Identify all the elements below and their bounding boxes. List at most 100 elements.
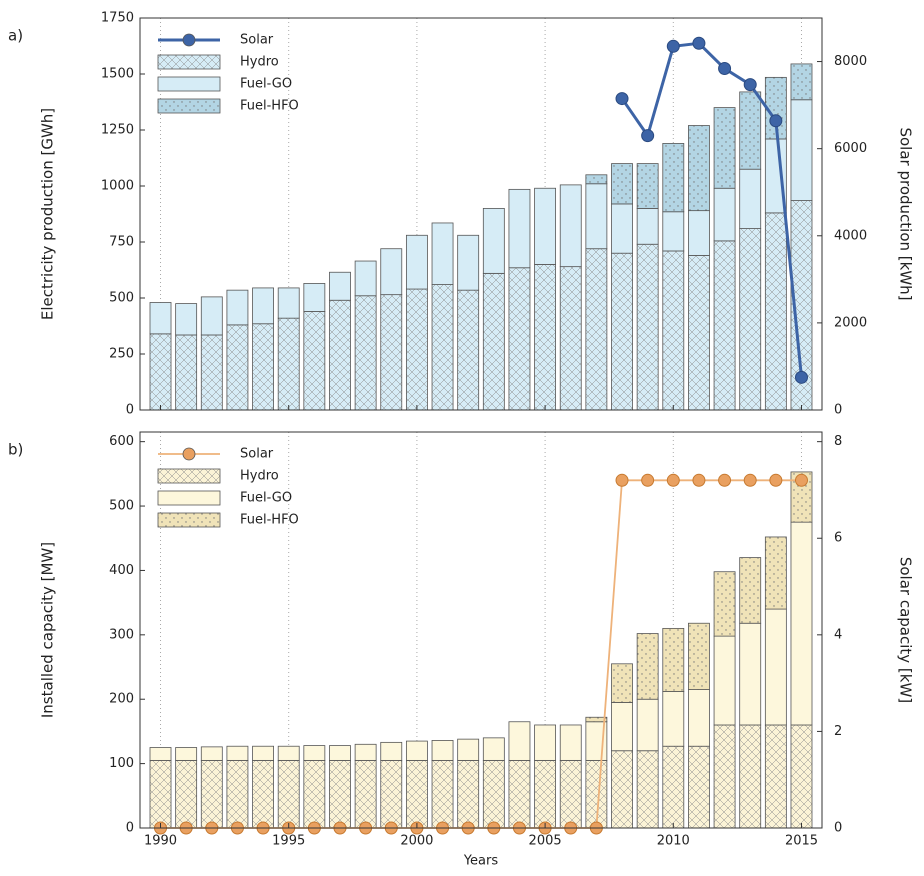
bar-segment xyxy=(739,168,762,229)
legend-swatch xyxy=(157,490,221,506)
bar-segment xyxy=(713,724,736,829)
y-axis-title: Electricity production [GWh] xyxy=(39,108,57,320)
bar-segment xyxy=(662,143,685,213)
legend-label: Fuel-GO xyxy=(240,491,292,506)
bar-segment xyxy=(790,99,813,201)
marker xyxy=(769,114,783,128)
bar-segment xyxy=(611,750,633,829)
y2-tick-label: 6000 xyxy=(834,141,867,156)
y2-tick-label: 4 xyxy=(834,627,842,642)
marker xyxy=(718,62,732,76)
y-tick-label: 100 xyxy=(109,756,134,771)
bar-segment xyxy=(252,323,274,411)
legend-label: Hydro xyxy=(240,55,279,70)
y-tick-label: 500 xyxy=(109,499,134,514)
bar-segment xyxy=(457,289,480,411)
bar-segment xyxy=(559,266,582,411)
bar-segment xyxy=(534,263,557,411)
y-tick-label: 0 xyxy=(126,821,134,836)
marker xyxy=(615,473,629,487)
bar-segment xyxy=(226,745,249,761)
bar-segment xyxy=(175,334,198,411)
bar-segment xyxy=(636,750,659,829)
marker xyxy=(641,129,655,143)
bar-segment xyxy=(585,716,608,723)
legend-marker xyxy=(182,33,196,47)
y2-tick-label: 2 xyxy=(834,724,842,739)
legend-label: Fuel-HFO xyxy=(240,99,299,114)
panel-label: b) xyxy=(8,441,23,459)
bar-segment xyxy=(380,741,403,761)
bar-segment xyxy=(688,210,710,256)
bar-segment xyxy=(739,724,762,829)
bar-segment xyxy=(226,759,249,829)
bar-segment xyxy=(636,698,659,752)
x-tick-label: 1995 xyxy=(272,834,305,849)
legend-swatch xyxy=(157,512,221,528)
bar-segment xyxy=(585,174,608,185)
legend-label: Fuel-GO xyxy=(240,77,292,92)
bar-segment xyxy=(252,759,274,829)
y-tick-label: 0 xyxy=(126,403,134,418)
line xyxy=(620,41,803,378)
bar-segment xyxy=(149,759,172,829)
marker xyxy=(692,36,706,50)
bar-segment xyxy=(329,271,351,301)
bar-segment xyxy=(508,267,531,411)
bar-segment xyxy=(354,260,377,297)
bar-segment xyxy=(739,228,762,411)
marker xyxy=(743,78,757,92)
bar-segment xyxy=(559,759,582,829)
legend-label: Solar xyxy=(240,447,274,462)
bar-segment xyxy=(636,243,659,411)
y-tick-label: 500 xyxy=(109,291,134,306)
bar-segment xyxy=(636,633,659,700)
bar-segment xyxy=(405,234,428,290)
legend-swatch xyxy=(157,468,221,484)
bar-segment xyxy=(277,745,300,761)
y-tick-label: 300 xyxy=(109,627,134,642)
bar-segment xyxy=(431,284,454,411)
bar-segment xyxy=(482,759,505,829)
bar-segment xyxy=(457,234,480,291)
x-tick-label: 2010 xyxy=(657,834,690,849)
bar-segment xyxy=(662,745,685,829)
bar-segment xyxy=(534,724,557,761)
bar-segment xyxy=(688,622,710,690)
y2-tick-label: 0 xyxy=(834,403,842,418)
bar-segment xyxy=(611,252,633,411)
y-tick-label: 200 xyxy=(109,692,134,707)
bar-segment xyxy=(713,187,736,242)
bar-segment xyxy=(559,724,582,761)
y-tick-label: 1250 xyxy=(101,123,134,138)
legend-swatch xyxy=(157,54,221,70)
x-tick-label: 2000 xyxy=(400,834,433,849)
bar-segment xyxy=(200,759,223,829)
y2-axis-title: Solar capacity [kW] xyxy=(897,557,915,703)
bar-segment xyxy=(662,627,685,692)
bar-segment xyxy=(354,759,377,829)
y-tick-label: 1500 xyxy=(101,67,134,82)
y2-tick-label: 2000 xyxy=(834,315,867,330)
bar-segment xyxy=(482,207,505,274)
bar-segment xyxy=(534,759,557,829)
bar-segment xyxy=(303,283,326,312)
bar-segment xyxy=(149,333,172,411)
marker xyxy=(743,473,757,487)
bar-segment xyxy=(611,663,633,703)
y-tick-label: 1000 xyxy=(101,179,134,194)
bar-segment xyxy=(534,187,557,265)
bar-segment xyxy=(252,745,274,761)
bar-segment xyxy=(303,745,326,761)
bar-segment xyxy=(764,212,787,411)
bar-segment xyxy=(713,571,736,637)
marker xyxy=(692,473,706,487)
marker xyxy=(794,473,808,487)
bar-segment xyxy=(611,702,633,752)
bar-segment xyxy=(585,183,608,250)
bar-segment xyxy=(636,207,659,245)
bar-segment xyxy=(200,746,223,761)
frame xyxy=(139,431,823,829)
x-tick-label: 2015 xyxy=(785,834,818,849)
